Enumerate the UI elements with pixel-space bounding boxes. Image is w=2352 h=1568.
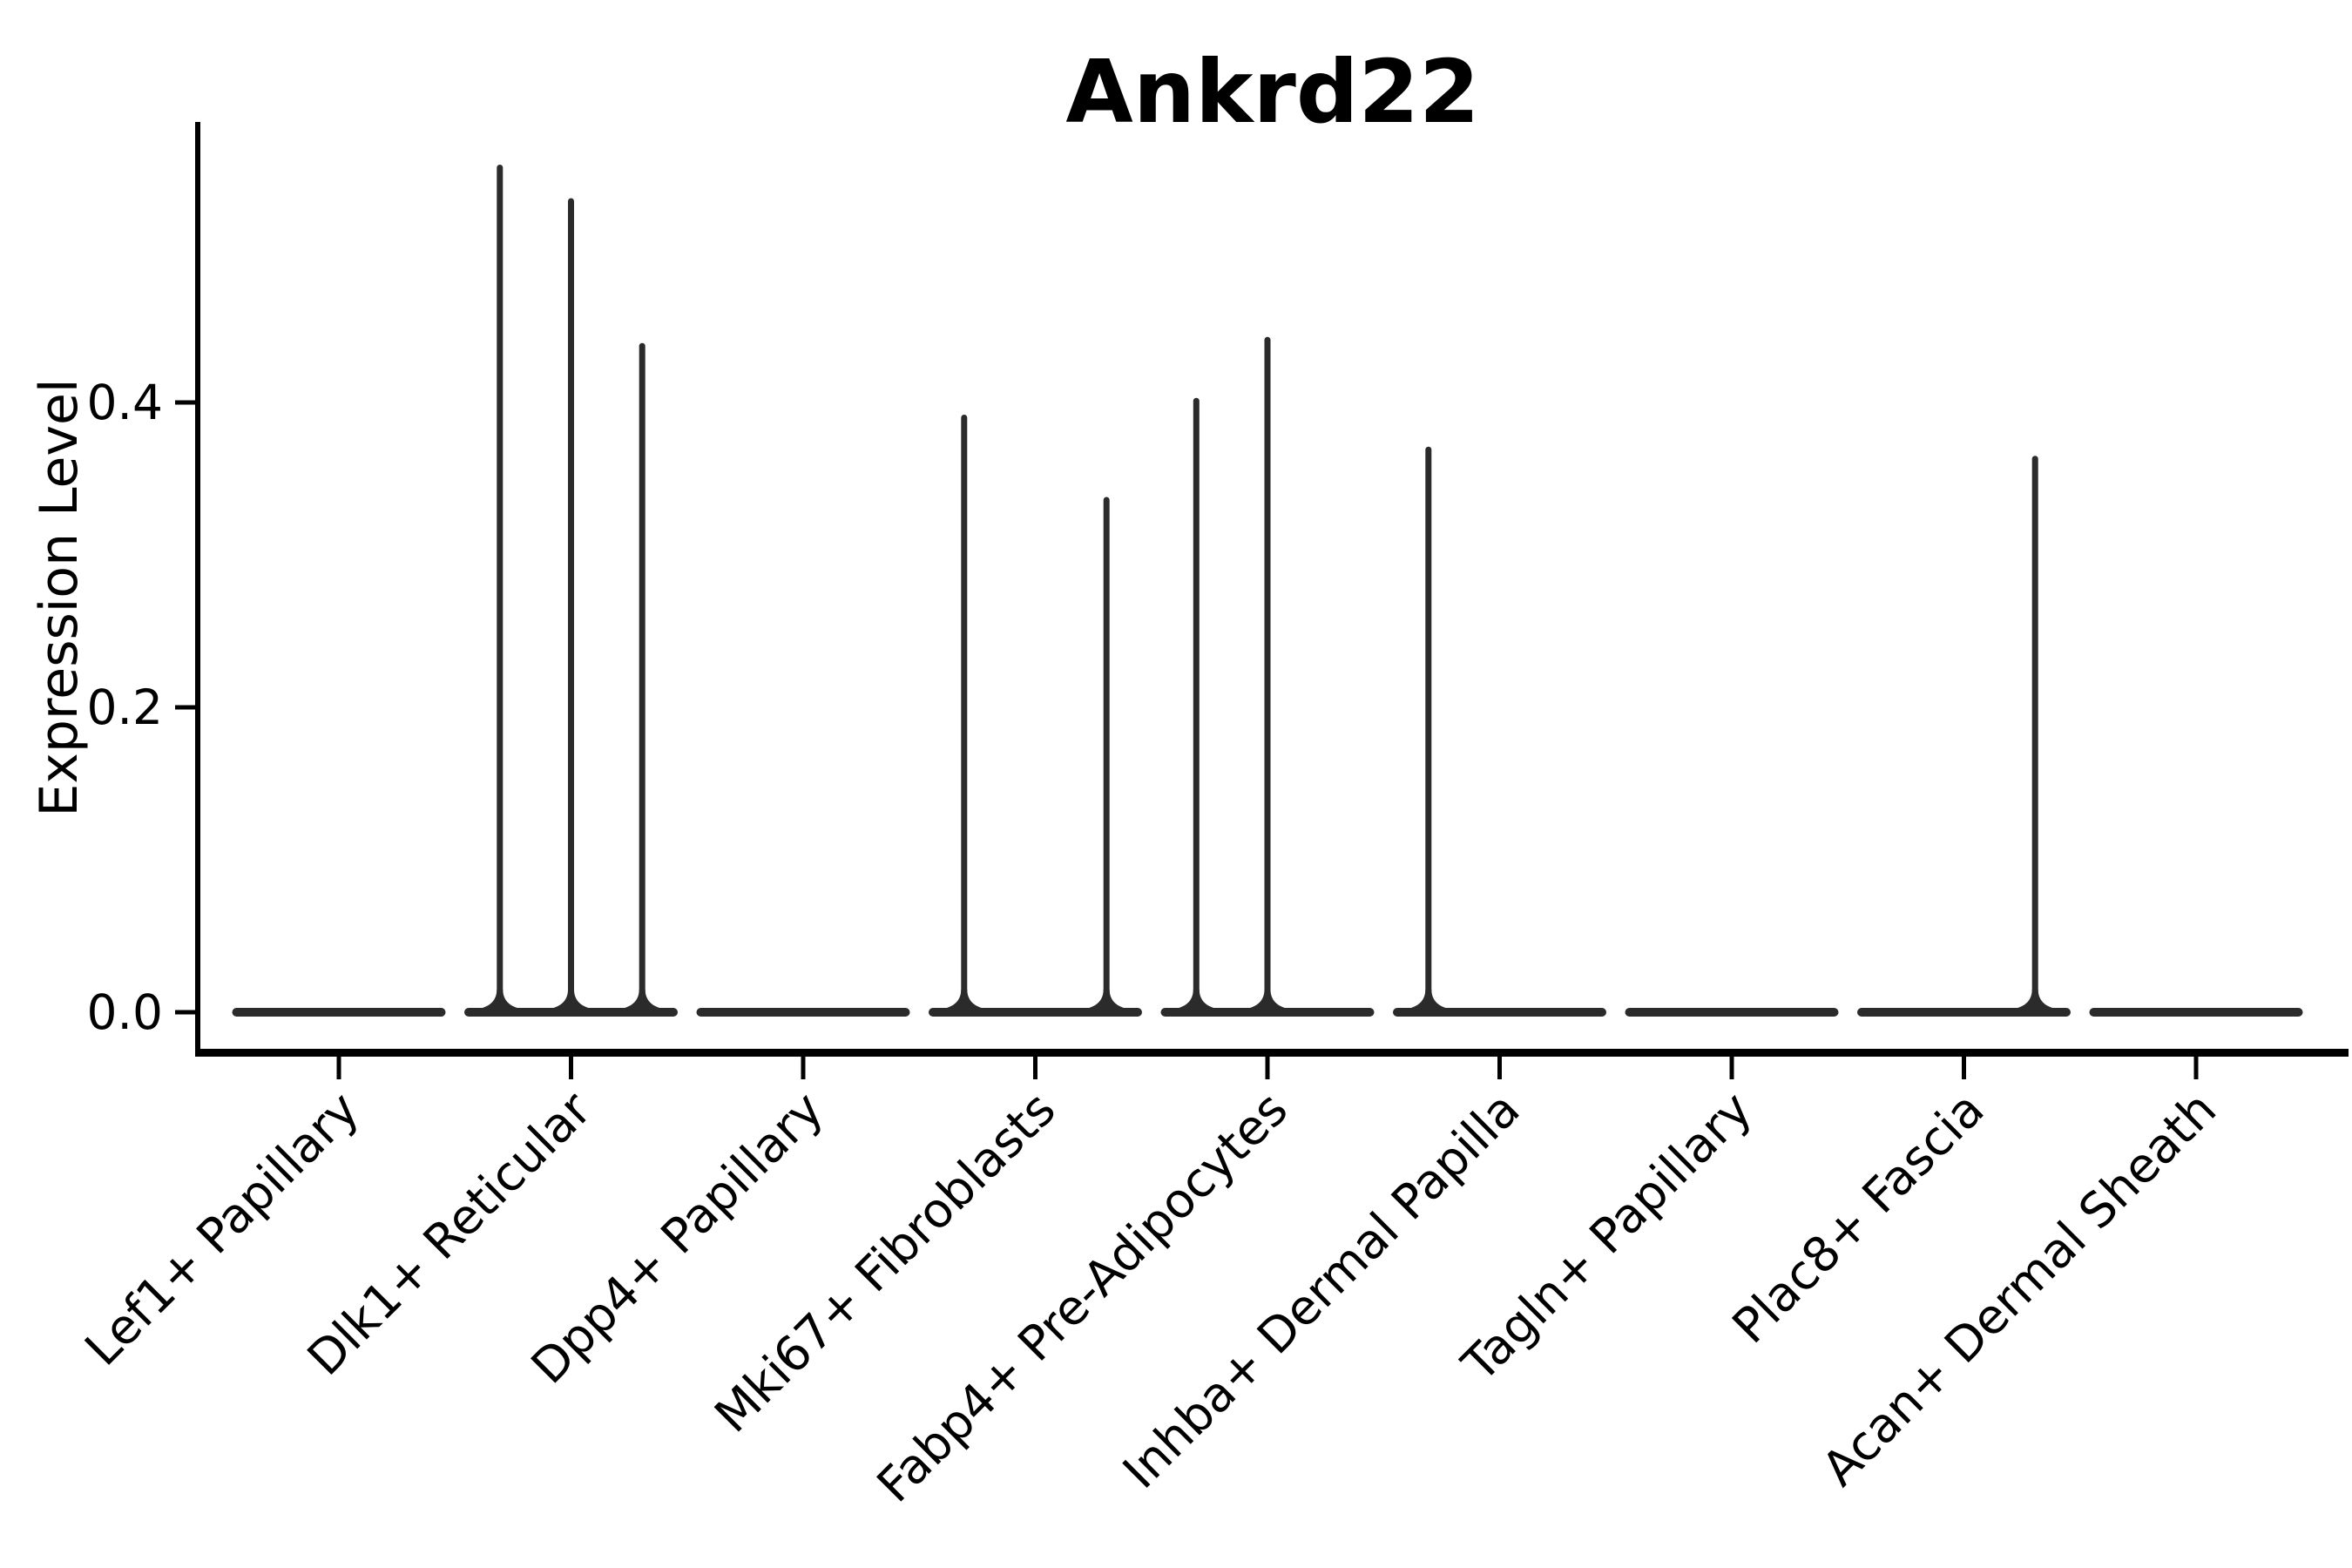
x-tick-mark bbox=[569, 1057, 573, 1079]
violin-base bbox=[1625, 1008, 1839, 1017]
bottom-spine bbox=[195, 1049, 2349, 1057]
x-tick-label: Fabp4+ Pre-Adipocytes bbox=[866, 1081, 1298, 1513]
violin-spike bbox=[639, 342, 645, 1012]
violin-base bbox=[1857, 1008, 2071, 1017]
violin-spike-flare bbox=[478, 990, 521, 1009]
violin-spike-flare bbox=[621, 990, 664, 1009]
axis-spines bbox=[195, 122, 2349, 1057]
violin-spike bbox=[568, 198, 574, 1012]
violin-spike-flare bbox=[2014, 990, 2057, 1009]
violin-spike bbox=[2031, 456, 2038, 1012]
y-tick-label: 0.4 bbox=[87, 375, 163, 430]
violin-spike-flare bbox=[1407, 990, 1450, 1009]
y-tick-label: 0.0 bbox=[87, 984, 163, 1040]
x-tick-label: Inhba+ Dermal Papilla bbox=[1112, 1081, 1531, 1499]
violin-spike bbox=[1193, 397, 1200, 1012]
violin-spike bbox=[1264, 336, 1271, 1012]
violin-base bbox=[2089, 1008, 2303, 1017]
violin-spike-flare bbox=[1247, 990, 1288, 1009]
violin-spike bbox=[1103, 497, 1110, 1012]
violin-spike-flare bbox=[1175, 990, 1218, 1009]
x-tick-mark bbox=[1962, 1057, 1966, 1079]
violin-spike-flare bbox=[550, 990, 592, 1009]
violin-base bbox=[232, 1008, 446, 1017]
violin-spike-flare bbox=[943, 990, 985, 1009]
violin-base bbox=[1393, 1008, 1606, 1017]
x-tick-mark bbox=[336, 1057, 341, 1079]
violin-spike bbox=[961, 415, 968, 1012]
left-spine bbox=[195, 122, 200, 1057]
y-axis-label: Expression Level bbox=[29, 378, 90, 816]
x-tick-mark bbox=[1729, 1057, 1734, 1079]
violin-base bbox=[929, 1008, 1142, 1017]
y-tick-mark bbox=[175, 705, 195, 710]
violin-shapes bbox=[232, 165, 2303, 1017]
violin-spike-flare bbox=[1085, 990, 1128, 1009]
violin-base bbox=[696, 1008, 910, 1017]
x-tick-label: Acan+ Dermal Sheath bbox=[1811, 1081, 2227, 1497]
y-axis-ticks: 0.0 0.2 0.4 bbox=[87, 375, 195, 1040]
y-tick-label: 0.2 bbox=[87, 679, 163, 735]
x-axis-ticks bbox=[336, 1057, 2199, 1079]
y-tick-mark bbox=[175, 1010, 195, 1015]
violin-spike bbox=[1425, 446, 1432, 1012]
x-tick-mark bbox=[1033, 1057, 1037, 1079]
x-tick-mark bbox=[1497, 1057, 1502, 1079]
x-tick-mark bbox=[801, 1057, 806, 1079]
x-tick-label: Plac8+ Fascia bbox=[1721, 1081, 1994, 1354]
y-tick-mark bbox=[175, 400, 195, 405]
chart-title: Ankrd22 bbox=[1065, 41, 1479, 143]
x-tick-mark bbox=[2193, 1057, 2199, 1079]
violin-spike bbox=[497, 165, 504, 1012]
x-tick-mark bbox=[1265, 1057, 1270, 1079]
